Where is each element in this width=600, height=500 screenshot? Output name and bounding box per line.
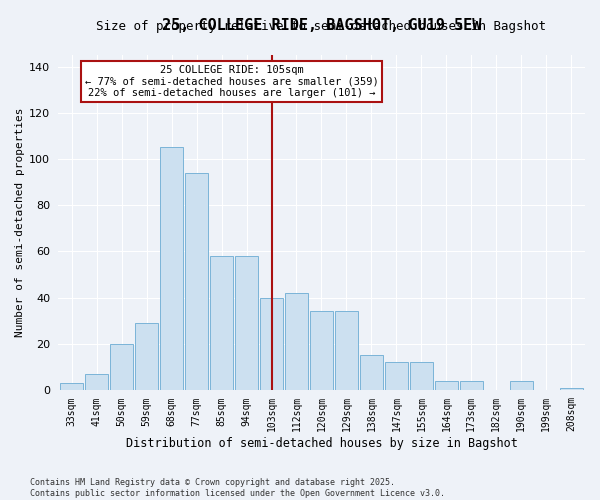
Bar — [210, 256, 233, 390]
Bar — [460, 380, 483, 390]
Y-axis label: Number of semi-detached properties: Number of semi-detached properties — [15, 108, 25, 337]
Bar — [135, 323, 158, 390]
Text: 25, COLLEGE RIDE, BAGSHOT, GU19 5EW: 25, COLLEGE RIDE, BAGSHOT, GU19 5EW — [162, 18, 481, 34]
Title: Size of property relative to semi-detached houses in Bagshot: Size of property relative to semi-detach… — [97, 20, 547, 33]
Bar — [385, 362, 408, 390]
Bar — [510, 380, 533, 390]
Bar — [60, 383, 83, 390]
Bar — [435, 380, 458, 390]
Bar — [410, 362, 433, 390]
Bar — [160, 148, 183, 390]
X-axis label: Distribution of semi-detached houses by size in Bagshot: Distribution of semi-detached houses by … — [125, 437, 517, 450]
Bar — [310, 312, 333, 390]
Bar — [335, 312, 358, 390]
Bar — [235, 256, 258, 390]
Bar — [560, 388, 583, 390]
Text: 25 COLLEGE RIDE: 105sqm
← 77% of semi-detached houses are smaller (359)
22% of s: 25 COLLEGE RIDE: 105sqm ← 77% of semi-de… — [85, 65, 379, 98]
Bar — [85, 374, 108, 390]
Text: Contains HM Land Registry data © Crown copyright and database right 2025.
Contai: Contains HM Land Registry data © Crown c… — [30, 478, 445, 498]
Bar — [360, 356, 383, 390]
Bar — [110, 344, 133, 390]
Bar — [185, 173, 208, 390]
Bar — [260, 298, 283, 390]
Bar — [285, 293, 308, 390]
